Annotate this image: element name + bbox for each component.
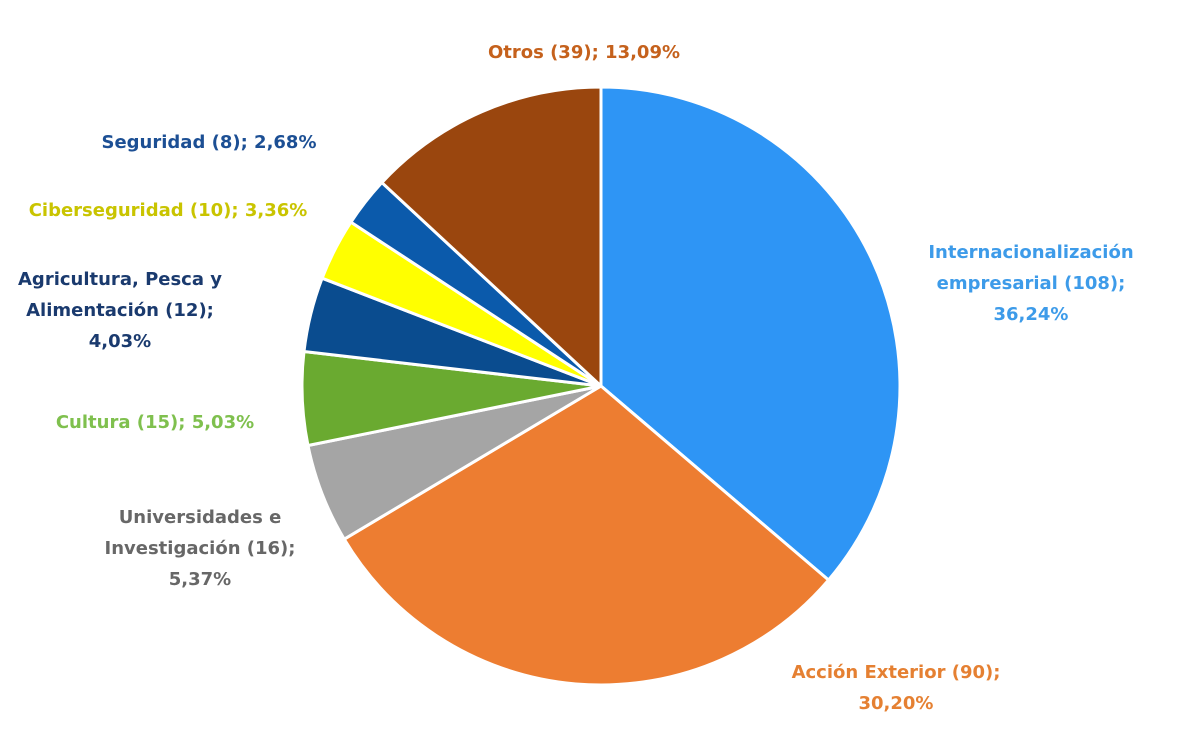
slice-label-7-line-0: Otros (39); 13,09% bbox=[488, 42, 680, 63]
slice-label-4: Agricultura, Pesca y Alimentación (12); 4,… bbox=[18, 269, 222, 352]
slice-label-4-line-2: 4,03% bbox=[89, 331, 151, 352]
slice-label-7: Otros (39); 13,09% bbox=[488, 42, 680, 63]
slice-label-4-line-1: Alimentación (12); bbox=[26, 300, 214, 321]
slice-label-6-line-0: Seguridad (8); 2,68% bbox=[102, 132, 317, 153]
slice-label-6: Seguridad (8); 2,68% bbox=[102, 132, 317, 153]
slice-label-0: Internacionalización empresarial (108); 36… bbox=[928, 242, 1133, 325]
slice-label-2-line-0: Universidades e bbox=[119, 507, 282, 528]
slice-label-1-line-1: 30,20% bbox=[859, 693, 934, 714]
slice-label-5-line-0: Ciberseguridad (10); 3,36% bbox=[29, 200, 308, 221]
slice-label-3: Cultura (15); 5,03% bbox=[56, 412, 254, 433]
pie-slice-7 bbox=[380, 85, 603, 388]
slice-labels: Internacionalización empresarial (108); 36… bbox=[18, 42, 1134, 714]
slice-label-3-line-0: Cultura (15); 5,03% bbox=[56, 412, 254, 433]
slice-label-2-line-2: 5,37% bbox=[169, 569, 231, 590]
slice-label-2-line-1: Investigación (16); bbox=[105, 538, 296, 559]
slice-label-0-line-1: empresarial (108); bbox=[937, 273, 1126, 294]
slice-label-5: Ciberseguridad (10); 3,36% bbox=[29, 200, 308, 221]
slice-label-0-line-2: 36,24% bbox=[994, 304, 1069, 325]
pie-slice-1 bbox=[342, 384, 830, 687]
slice-label-1: Acción Exterior (90); 30,20% bbox=[792, 662, 1001, 714]
pie-slices bbox=[300, 85, 902, 687]
pie-slice-0 bbox=[599, 85, 902, 582]
slice-label-1-line-0: Acción Exterior (90); bbox=[792, 662, 1001, 683]
slice-label-0-line-0: Internacionalización bbox=[928, 242, 1133, 263]
slice-label-2: Universidades e Investigación (16); 5,37% bbox=[105, 507, 296, 590]
slice-label-4-line-0: Agricultura, Pesca y bbox=[18, 269, 222, 290]
